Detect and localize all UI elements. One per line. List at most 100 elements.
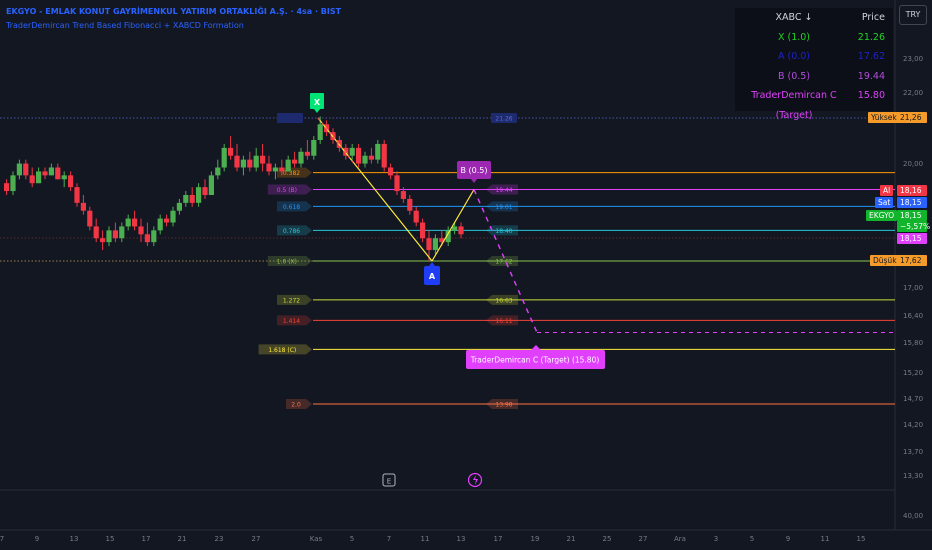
currency-button[interactable]: TRY	[899, 5, 927, 25]
xabc-row-label: TraderDemircan C (Target)	[751, 90, 837, 121]
price-tick-label: 23,00	[903, 55, 923, 63]
candle-body	[61, 175, 67, 180]
candle-body	[16, 163, 22, 176]
time-tick-label: 5	[750, 535, 754, 543]
candle-body	[151, 230, 157, 243]
xabc-row-x: X (1.0) 21.26	[735, 28, 893, 48]
time-tick-label: 3	[714, 535, 718, 543]
candle-body	[452, 226, 458, 231]
b-point-label: B (0.5)	[461, 166, 488, 175]
fib-value-bg	[486, 399, 518, 409]
candle-body	[208, 175, 214, 195]
candle-body	[125, 218, 131, 227]
fib-level-label: 0.786	[283, 228, 300, 235]
symbol-tag-change: −5,57%	[897, 221, 930, 232]
xabc-header-price: Price	[861, 12, 885, 23]
candle-body	[317, 124, 323, 140]
time-tick-label: 23	[215, 535, 224, 543]
earnings-event-label: E	[387, 478, 391, 486]
x-point-label: X	[314, 98, 321, 107]
time-tick-label: 7	[0, 535, 4, 543]
fib-value-label: 19.01	[495, 204, 512, 211]
indicator-title[interactable]: TraderDemircan Trend Based Fibonacci + X…	[6, 21, 244, 30]
fib-value-label: 18.40	[495, 228, 512, 235]
x-marker-pointer	[314, 109, 320, 113]
b-point-marker	[457, 161, 491, 179]
candle-body	[23, 163, 29, 176]
fib-label-bg	[267, 184, 312, 195]
fib-level-label: 1.272	[283, 297, 300, 304]
candle-body	[112, 230, 118, 239]
candle-body	[394, 175, 400, 192]
dividend-event-icon	[467, 472, 483, 488]
candle-body	[458, 226, 464, 235]
candle-body	[157, 218, 163, 231]
pattern-trend-line	[317, 117, 356, 166]
candle-body	[247, 159, 253, 168]
candle-body	[266, 163, 272, 172]
earnings-event-icon	[382, 473, 396, 487]
time-tick-label: 13	[457, 535, 466, 543]
candle-body	[164, 218, 170, 223]
candle-body	[93, 226, 99, 239]
candle-body	[311, 140, 317, 156]
time-tick-label: Kas	[310, 535, 323, 543]
xabc-row-value: 17.62	[857, 51, 885, 62]
symbol-title[interactable]: EKGYO - EMLAK KONUT GAYRİMENKUL YATIRIM …	[6, 7, 342, 16]
candle-body	[55, 167, 61, 180]
time-tick-label: 13	[70, 535, 79, 543]
candle-body	[272, 167, 278, 172]
fib-level-label: 1.0 (X)	[277, 259, 297, 266]
time-tick-label: 19	[531, 535, 540, 543]
candle-body	[215, 167, 221, 176]
candle-body	[42, 171, 48, 176]
low-tag-value: 17,62	[897, 255, 927, 266]
price-tick-label: 16,40	[903, 312, 923, 320]
candle-body	[362, 155, 368, 164]
xabc-row-value: 21.26	[857, 31, 885, 43]
a-point-marker	[424, 266, 440, 285]
c-target-marker	[466, 350, 605, 369]
lightning-icon	[473, 475, 478, 485]
fib-level-label: 0.5 (B)	[277, 187, 297, 194]
time-tick-label: 15	[106, 535, 115, 543]
fib-value-bg	[486, 294, 518, 305]
candle-body	[29, 175, 35, 184]
fib-label-bg	[267, 256, 312, 266]
candle-body	[400, 191, 406, 199]
candle-body	[439, 238, 445, 243]
fib-value-bg	[486, 256, 518, 266]
time-tick-label: 17	[142, 535, 151, 543]
candle-body	[138, 226, 144, 235]
candle-body	[298, 151, 304, 164]
candle-body	[260, 155, 266, 164]
fib-level-label: 1.618 (C)	[268, 347, 296, 354]
price-tick-label: 13,30	[903, 472, 923, 480]
candle-body	[170, 210, 176, 223]
fib-value-label: 16.63	[495, 297, 512, 304]
candle-body	[420, 222, 426, 239]
candle-body	[240, 159, 246, 168]
time-tick-label: 21	[567, 535, 576, 543]
candle-body	[176, 202, 182, 211]
price-tick-label: 13,70	[903, 448, 923, 456]
candle-body	[221, 147, 227, 168]
candle-body	[36, 171, 42, 184]
fib-label-bg	[277, 225, 312, 236]
price-tick-label: 14,20	[903, 421, 923, 429]
candle-body	[368, 155, 374, 160]
price-tick-label: 22,00	[903, 89, 923, 97]
fib-tag-bg	[277, 113, 303, 123]
pattern-ab-line	[431, 189, 475, 262]
price-tick-label: 15,20	[903, 369, 923, 377]
candle-body	[356, 147, 362, 164]
xabc-header-label: XABC ↓	[775, 12, 813, 23]
high-tag-label: Yüksek	[868, 112, 900, 123]
candle-body	[292, 159, 298, 164]
fib-label-bg	[277, 294, 312, 305]
xabc-row-value: 15.80	[857, 90, 885, 101]
candle-body	[343, 147, 349, 156]
candle-body	[407, 198, 413, 211]
candle-body	[132, 218, 138, 227]
